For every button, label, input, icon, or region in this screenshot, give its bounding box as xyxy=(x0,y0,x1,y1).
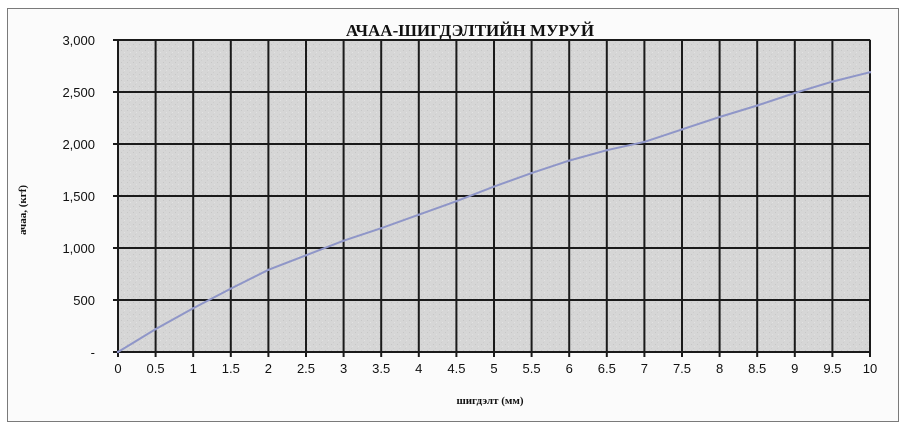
y-axis-label: ачаа, (кгf) xyxy=(17,185,29,235)
data-point xyxy=(568,159,571,162)
series-points xyxy=(116,71,872,354)
x-tick-label: 2 xyxy=(265,361,272,376)
x-tick-label: 7 xyxy=(641,361,648,376)
data-point xyxy=(530,171,533,175)
data-point xyxy=(680,128,684,131)
data-point xyxy=(342,239,345,242)
x-tick-label: 3.5 xyxy=(372,361,390,376)
chart-title: АЧАА-ШИГДЭЛТИЙН МУРУЙ xyxy=(346,21,594,40)
x-tick-label: 6.5 xyxy=(598,361,616,376)
x-axis-label: шигдэлт (мм) xyxy=(456,395,523,407)
data-point xyxy=(831,80,834,83)
data-point xyxy=(643,140,646,144)
y-tick-label: 500 xyxy=(73,293,95,308)
data-point xyxy=(304,254,308,257)
data-point xyxy=(605,149,608,152)
x-tick-label: 9 xyxy=(791,361,798,376)
data-point xyxy=(267,268,270,272)
data-point xyxy=(154,327,157,331)
y-tick-label: 1,500 xyxy=(62,189,95,204)
y-tick-label: - xyxy=(91,345,95,360)
y-tick-label: 1,000 xyxy=(62,241,95,256)
x-tick-label: 5 xyxy=(490,361,497,376)
x-tick-label: 8.5 xyxy=(748,361,766,376)
x-tick-label: 6 xyxy=(566,361,573,376)
x-axis-ticks: 0 0.5 1 1.5 2 2.5 3 3.5 4 4.5 5 5.5 6 6.5 7 7.5 8 8.5 9 9.5… xyxy=(114,361,877,376)
x-tick-label: 3 xyxy=(340,361,347,376)
data-point xyxy=(192,307,195,310)
x-tick-label: 1.5 xyxy=(222,361,240,376)
x-tick-label: 9.5 xyxy=(823,361,841,376)
x-tick-label: 2.5 xyxy=(297,361,315,376)
y-axis-ticks: - 500 1,000 1,500 2,000 2,500 3,000 xyxy=(62,33,95,360)
data-point xyxy=(380,227,383,230)
data-point xyxy=(417,213,420,216)
x-tick-label: 4.5 xyxy=(447,361,465,376)
y-tick-label: 2,500 xyxy=(62,85,95,100)
x-tick-label: 1 xyxy=(190,361,197,376)
data-point xyxy=(492,185,496,188)
y-tick-label: 3,000 xyxy=(62,33,95,48)
x-tick-label: 5.5 xyxy=(523,361,541,376)
y-tick-label: 2,000 xyxy=(62,137,95,152)
data-point xyxy=(793,91,796,95)
grid xyxy=(113,39,871,357)
x-tick-label: 8 xyxy=(716,361,723,376)
data-point xyxy=(868,71,872,74)
x-tick-label: 0.5 xyxy=(147,361,165,376)
data-point xyxy=(718,115,721,119)
data-point xyxy=(756,104,759,107)
x-tick-label: 4 xyxy=(415,361,422,376)
x-tick-label: 0 xyxy=(114,361,121,376)
data-point xyxy=(229,287,232,290)
x-tick-label: 7.5 xyxy=(673,361,691,376)
x-tick-label: 10 xyxy=(863,361,877,376)
data-point xyxy=(116,350,120,354)
data-point xyxy=(455,200,458,203)
